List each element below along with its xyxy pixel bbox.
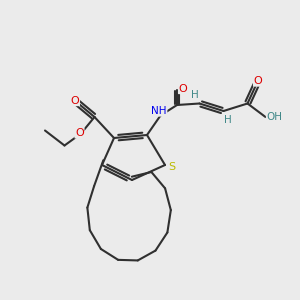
Text: H: H (191, 89, 199, 100)
Text: O: O (70, 95, 80, 106)
Text: H: H (224, 115, 232, 125)
Text: S: S (168, 161, 175, 172)
Text: O: O (254, 76, 262, 86)
Text: O: O (178, 83, 188, 94)
Text: NH: NH (151, 106, 167, 116)
Text: O: O (75, 128, 84, 138)
Text: OH: OH (266, 112, 283, 122)
